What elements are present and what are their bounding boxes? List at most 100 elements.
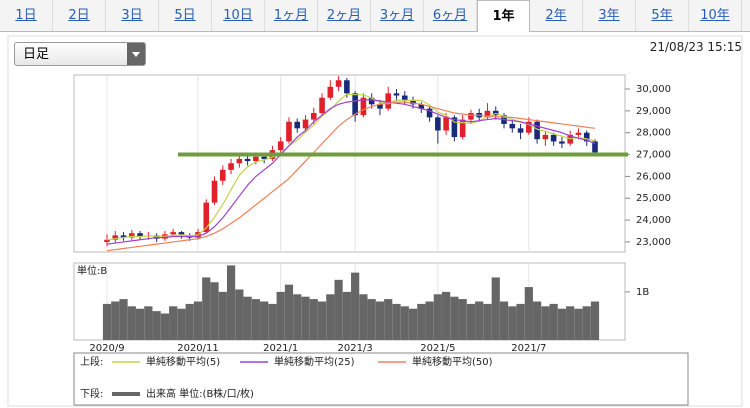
candle-body: [352, 93, 358, 116]
legend-label: 出来高 単位:(B株/口/枚): [146, 387, 254, 400]
range-tabs: 1日 2日 3日 5日 10日 1ヶ月 2ヶ月 3ヶ月 6ヶ月 1年 2年 3年 5年 10年: [0, 0, 750, 32]
volume-bar: [417, 303, 426, 340]
range-tab[interactable]: 3日: [106, 0, 159, 31]
candle-body: [319, 97, 325, 114]
candle-body: [302, 119, 309, 129]
candle-body: [294, 121, 301, 129]
volume-bar: [549, 303, 558, 340]
unit-label: 単位:B: [77, 264, 107, 277]
y-tick-label: 1B: [636, 287, 649, 298]
candle-body: [327, 86, 334, 98]
y-tick-label: 28,000: [636, 128, 671, 139]
range-tab[interactable]: 6ヶ月: [424, 0, 477, 31]
volume-bar: [392, 303, 401, 340]
volume-bar: [450, 296, 459, 340]
volume-bar: [268, 303, 277, 340]
x-tick-label: 2020/9: [89, 343, 124, 354]
volume-bar: [475, 301, 484, 340]
volume-bar: [533, 301, 542, 340]
range-tab[interactable]: 1年: [477, 0, 530, 32]
volume-bar: [342, 291, 351, 340]
range-tab[interactable]: 5年: [636, 0, 689, 31]
legend-label: 単純移動平均(50): [412, 355, 493, 368]
candle-body: [120, 235, 127, 238]
candle-body: [534, 121, 540, 140]
volume-bar: [516, 303, 525, 340]
candle-body: [219, 169, 226, 181]
candle-body: [426, 108, 433, 118]
candle-body: [517, 128, 524, 133]
range-tab[interactable]: 10日: [212, 0, 265, 31]
candle-body: [277, 141, 284, 151]
range-tab[interactable]: 3ヶ月: [371, 0, 424, 31]
volume-bar: [483, 303, 492, 340]
volume-bar: [557, 308, 567, 340]
volume-bar: [541, 306, 550, 340]
y-tick-label: 26,000: [636, 171, 671, 182]
candle-body: [178, 232, 185, 236]
moving-average-line: [106, 93, 596, 241]
range-tab[interactable]: 1日: [0, 0, 53, 31]
volume-bar: [218, 291, 227, 340]
volume-bar: [317, 301, 327, 340]
volume-bar: [293, 294, 302, 340]
volume-bar: [160, 313, 169, 340]
candle-body: [435, 117, 441, 131]
dropdown-label: 日足: [23, 47, 50, 62]
frame: [7, 35, 743, 407]
range-tab[interactable]: 1ヶ月: [265, 0, 318, 31]
candle-body: [410, 99, 416, 105]
volume-bar: [367, 299, 376, 340]
volume-bar: [102, 303, 112, 340]
volume-bar: [177, 308, 186, 340]
y-tick-label: 25,000: [636, 193, 671, 204]
volume-bar: [301, 296, 310, 340]
candle-body: [451, 117, 458, 138]
volume-bar: [433, 294, 442, 340]
range-tab[interactable]: 2ヶ月: [318, 0, 371, 31]
volume-bar: [210, 282, 219, 340]
candle-body: [129, 233, 135, 238]
volume-bar: [359, 294, 368, 340]
candle-body: [335, 80, 342, 87]
candle-body: [137, 233, 143, 237]
range-tab[interactable]: 5日: [159, 0, 212, 31]
range-tab[interactable]: 10年: [689, 0, 742, 31]
volume-bar: [384, 299, 393, 340]
volume-bar: [309, 299, 318, 340]
volume-bar: [499, 301, 509, 340]
candle-body: [236, 158, 243, 164]
volume-bar: [111, 301, 120, 340]
legend-title: 上段:: [80, 355, 103, 368]
volume-bar: [491, 277, 500, 340]
volume-bar: [276, 291, 285, 340]
range-tab[interactable]: 2日: [53, 0, 106, 31]
candle-body: [211, 180, 218, 203]
candle-body: [559, 141, 565, 144]
candle-body: [583, 132, 590, 142]
candle-body: [385, 93, 392, 109]
candle-body: [484, 110, 491, 118]
volume-bar: [582, 306, 591, 340]
candle-body: [310, 113, 317, 120]
volume-bar: [400, 306, 409, 340]
candle-body: [592, 141, 598, 153]
range-tab[interactable]: 2年: [530, 0, 583, 31]
candle-body: [170, 232, 176, 235]
volume-bar: [185, 303, 194, 340]
x-tick-label: 2021/5: [420, 343, 455, 354]
candle-body: [104, 239, 110, 242]
moving-average-line: [106, 99, 596, 245]
candle-body: [244, 158, 251, 162]
range-tab[interactable]: 3年: [583, 0, 636, 31]
dropdown-arrow[interactable]: [127, 43, 145, 65]
y-tick-label: 27,000: [636, 150, 671, 161]
moving-average-line: [106, 101, 596, 252]
volume-bar: [193, 301, 203, 340]
volume-bar: [351, 272, 360, 340]
candle-body: [542, 134, 549, 140]
volume-bar: [251, 299, 260, 340]
interval-dropdown[interactable]: 日足: [14, 42, 146, 66]
candle-body: [509, 123, 516, 129]
